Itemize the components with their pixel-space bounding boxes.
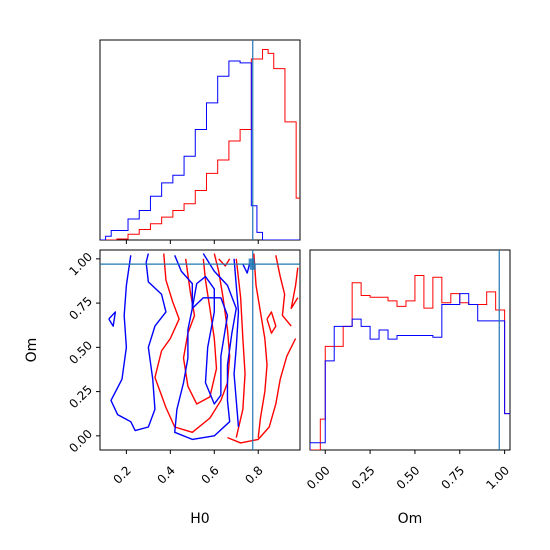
- histogram-series-red: [100, 49, 300, 240]
- scatter-ytick-label-0: 0.00: [66, 427, 95, 456]
- contour-blue-0: [110, 253, 167, 432]
- contour-blue-5: [108, 311, 117, 327]
- histogram-series-red: [310, 274, 510, 450]
- y-axis-label-om: Om: [24, 338, 40, 363]
- scatter-xtick-label-3: 0.8: [242, 463, 265, 486]
- x-axis-label-om: Om: [398, 511, 423, 527]
- contour-red-5: [227, 338, 297, 444]
- scatter-xtick-label-1: 0.4: [154, 463, 177, 486]
- scatter-ytick-label-3: 0.75: [66, 294, 95, 323]
- histogram-om-xtick-label-3: 0.75: [439, 463, 468, 492]
- histogram-om-plot-area: [310, 274, 510, 450]
- truth-marker-1: [249, 263, 256, 270]
- contour-red-3: [253, 253, 268, 438]
- histogram-series-blue: [100, 60, 300, 240]
- contour-red-7: [266, 311, 277, 334]
- x-axis-label-h0: H0: [190, 511, 209, 527]
- histogram-om-xtick-label-1: 0.25: [349, 463, 378, 492]
- scatter-ytick-label-4: 1.00: [66, 250, 95, 279]
- histogram-om-panel: 0.00 0.25 0.50 0.75 1.00: [304, 249, 512, 492]
- scatter-frame: [99, 249, 301, 451]
- scatter-ytick-label-2: 0.50: [66, 338, 95, 367]
- scatter-panel: 0.2 0.4 0.6 0.8 0.00 0.25 0.50 0.75 1.00: [66, 249, 301, 487]
- contour-red-0: [154, 253, 231, 433]
- contour-blue-2: [191, 275, 229, 405]
- histogram-om-xtick-label-2: 0.50: [394, 463, 423, 492]
- histogram-h0-panel: [99, 39, 301, 244]
- contour-blue-4: [242, 263, 251, 274]
- histogram-h0-frame: [99, 39, 301, 241]
- histogram-h0-plot-area: [100, 49, 300, 240]
- contour-red-2: [235, 258, 246, 438]
- histogram-om-xtick-label-0: 0.00: [304, 463, 333, 492]
- contour-blue-3: [233, 258, 240, 428]
- histogram-om-frame: [309, 249, 511, 451]
- scatter-ytick-label-1: 0.25: [66, 382, 95, 411]
- scatter-xtick-label-0: 0.2: [111, 463, 134, 486]
- contour-red-1: [182, 258, 218, 405]
- histogram-om-xtick-label-4: 1.00: [483, 463, 512, 492]
- truth-marker-0: [248, 258, 255, 265]
- contour-red-6: [290, 267, 299, 310]
- scatter-plot-area: [108, 253, 299, 444]
- contour-red-4: [275, 255, 292, 327]
- contour-red-8: [218, 258, 231, 267]
- scatter-xtick-label-2: 0.6: [198, 463, 221, 486]
- histogram-series-blue: [310, 293, 510, 450]
